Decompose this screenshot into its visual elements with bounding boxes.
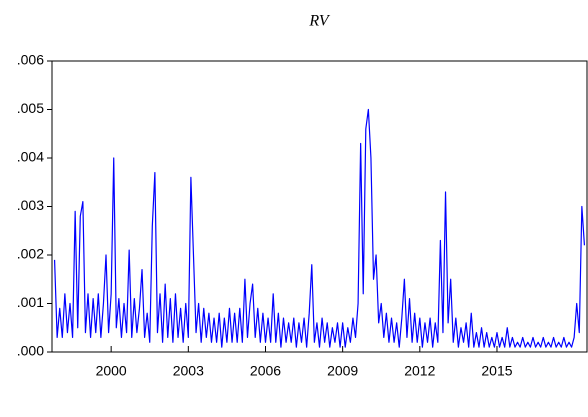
chart-title: RV	[308, 13, 330, 30]
y-tick-label: .003	[17, 197, 44, 213]
series-line	[53, 108, 586, 348]
y-tick-label: .000	[17, 343, 44, 359]
x-tick-label: 2012	[404, 363, 435, 379]
x-tick-label: 2000	[96, 363, 127, 379]
y-tick-label: .004	[17, 149, 44, 165]
y-tick-label: .002	[17, 246, 44, 262]
y-tick-label: .006	[17, 52, 44, 68]
x-tick-label: 2009	[327, 363, 358, 379]
plot-frame	[51, 60, 588, 353]
x-tick-label: 2006	[250, 363, 281, 379]
y-tick-label: .005	[17, 100, 44, 116]
x-tick-label: 2003	[173, 363, 204, 379]
x-tick-label: 2015	[481, 363, 512, 379]
y-tick-label: .001	[17, 294, 44, 310]
